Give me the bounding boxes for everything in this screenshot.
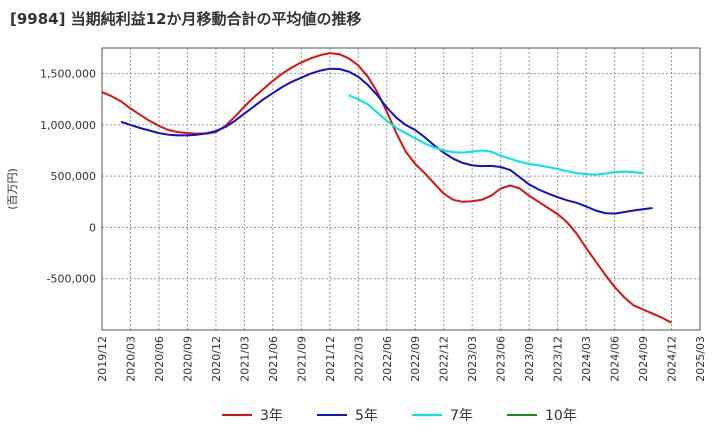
x-tick-label: 2023/12 bbox=[552, 336, 565, 382]
x-tick-label: 2023/03 bbox=[466, 336, 479, 382]
x-tick-label: 2022/12 bbox=[438, 336, 451, 382]
x-tick-label: 2022/03 bbox=[352, 336, 365, 382]
x-tick-label: 2020/09 bbox=[181, 336, 194, 382]
legend-label: 7年 bbox=[450, 408, 473, 424]
x-tick-label: 2021/06 bbox=[267, 336, 280, 382]
legend-label: 10年 bbox=[545, 408, 577, 424]
x-tick-label: 2024/09 bbox=[637, 336, 650, 382]
chart-title: [9984] 当期純利益12か月移動合計の平均値の推移 bbox=[10, 10, 362, 28]
y-axis-label: (百万円) bbox=[6, 168, 19, 210]
series-line-7年 bbox=[348, 94, 644, 176]
plot-frame bbox=[101, 47, 701, 331]
y-tick-label: 500,000 bbox=[51, 170, 97, 183]
gridlines bbox=[101, 48, 701, 330]
y-tick-label: -500,000 bbox=[47, 273, 96, 286]
x-tick-label: 2023/09 bbox=[523, 336, 536, 382]
x-tick-label: 2021/09 bbox=[295, 336, 308, 382]
series-line-3年 bbox=[101, 52, 672, 324]
legend-label: 5年 bbox=[355, 408, 378, 424]
y-axis: -500,000 0 500,000 1,000,000 1,500,000 bbox=[40, 68, 96, 286]
x-tick-label: 2024/06 bbox=[609, 336, 622, 382]
x-tick-label: 2023/06 bbox=[495, 336, 508, 382]
legend: 3年 5年 7年 10年 bbox=[222, 408, 577, 424]
series-lines bbox=[101, 52, 672, 324]
x-tick-label: 2025/03 bbox=[694, 336, 707, 382]
x-tick-label: 2021/12 bbox=[324, 336, 337, 382]
x-tick-label: 2024/03 bbox=[580, 336, 593, 382]
x-axis: 2019/12 2020/03 2020/06 2020/09 2020/12 2021/… bbox=[96, 336, 707, 382]
legend-label: 3年 bbox=[260, 408, 283, 424]
x-tick-label: 2022/09 bbox=[409, 336, 422, 382]
x-tick-label: 2022/06 bbox=[381, 336, 394, 382]
x-tick-label: 2020/03 bbox=[124, 336, 137, 382]
y-tick-label: 0 bbox=[89, 221, 96, 234]
x-tick-label: 2020/12 bbox=[210, 336, 223, 382]
x-tick-label: 2024/12 bbox=[666, 336, 679, 382]
x-tick-label: 2021/03 bbox=[238, 336, 251, 382]
y-tick-label: 1,000,000 bbox=[40, 119, 96, 132]
y-tick-label: 1,500,000 bbox=[40, 68, 96, 81]
x-tick-label: 2019/12 bbox=[96, 336, 109, 382]
series-line-5年 bbox=[120, 67, 653, 215]
x-tick-label: 2020/06 bbox=[153, 336, 166, 382]
